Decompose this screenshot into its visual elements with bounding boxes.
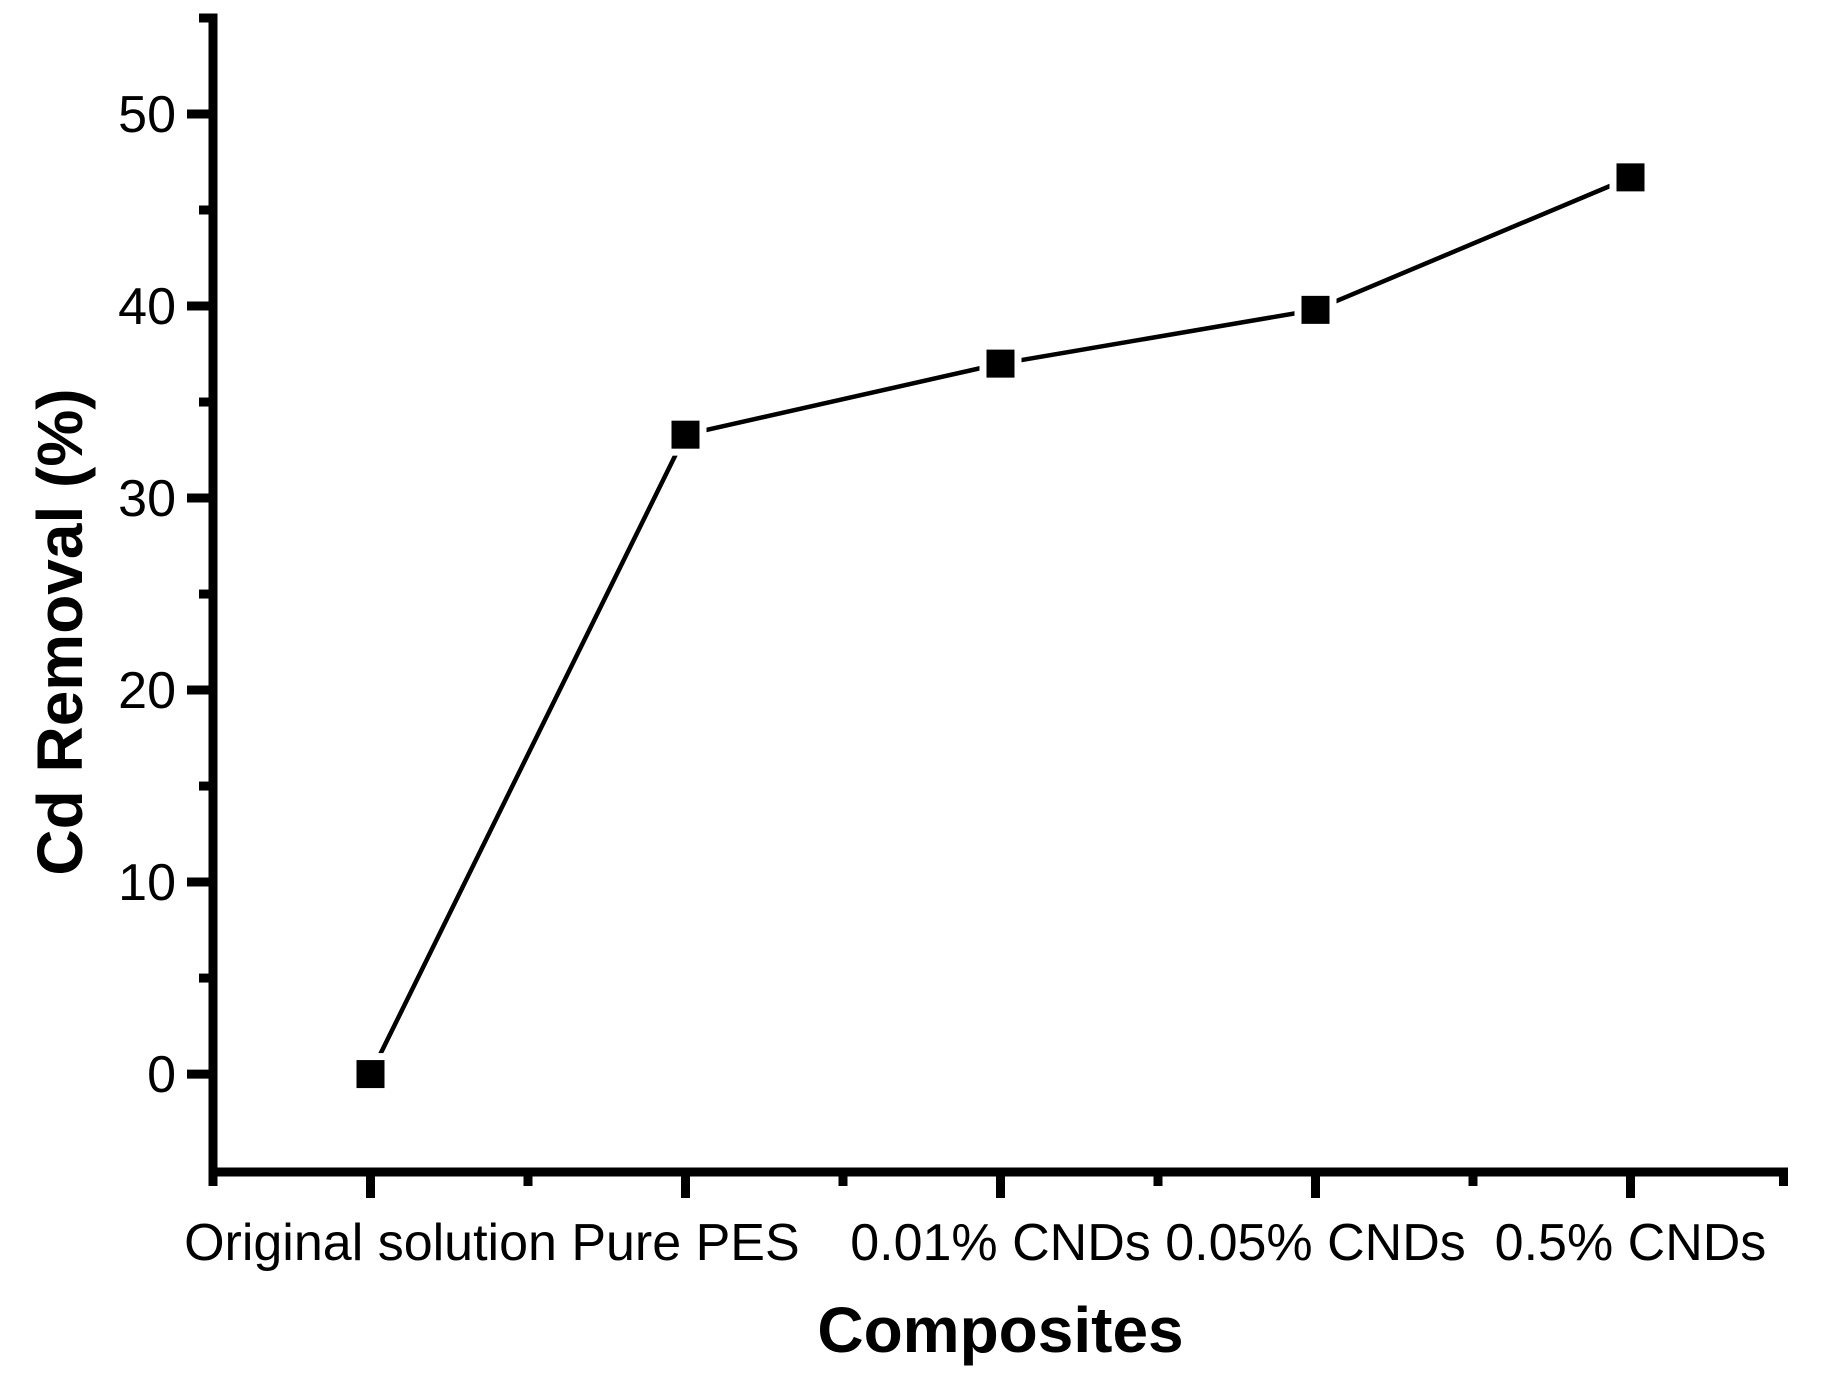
y-tick-label: 0 (147, 1046, 176, 1104)
x-tick-label: Original solution (184, 1214, 557, 1272)
data-point-marker (356, 1060, 385, 1089)
y-tick-label: 20 (118, 662, 176, 720)
x-tick-label: 0.01% CNDs (850, 1214, 1151, 1272)
y-tick-label: 10 (118, 854, 176, 912)
y-tick-label: 50 (118, 86, 176, 144)
x-tick-label: 0.05% CNDs (1165, 1214, 1466, 1272)
y-tick-label: 30 (118, 470, 176, 528)
y-axis-title: Cd Removal (%) (24, 388, 96, 875)
data-point-marker (1301, 295, 1330, 324)
data-series-line (368, 175, 1633, 1077)
data-point-marker (986, 349, 1015, 378)
y-tick-label: 40 (118, 278, 176, 336)
x-tick-label: Pure PES (571, 1214, 799, 1272)
data-point-marker (671, 420, 700, 449)
x-axis-title: Composites (817, 1294, 1183, 1366)
data-point-marker (1616, 163, 1645, 192)
x-tick-label: 0.5% CNDs (1495, 1214, 1767, 1272)
